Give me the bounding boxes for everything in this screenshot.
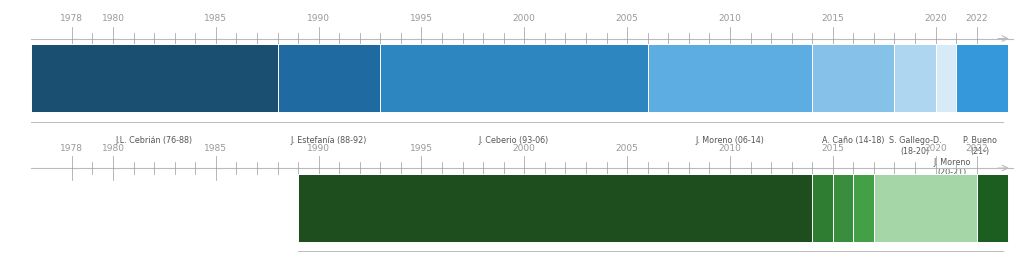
- Bar: [873, 174, 977, 242]
- Text: 2000: 2000: [513, 14, 536, 23]
- Text: J. Moreno (06-14): J. Moreno (06-14): [695, 136, 764, 145]
- Text: 1995: 1995: [410, 143, 433, 153]
- Text: 1980: 1980: [101, 143, 125, 153]
- Text: 1995: 1995: [410, 14, 433, 23]
- Text: 2005: 2005: [615, 14, 639, 23]
- Text: 1985: 1985: [205, 14, 227, 23]
- Bar: [895, 45, 936, 112]
- Bar: [298, 174, 812, 242]
- Text: 2015: 2015: [821, 14, 844, 23]
- Text: J. Moreno
(20-21): J. Moreno (20-21): [933, 158, 971, 177]
- Text: 2022: 2022: [966, 14, 988, 23]
- Bar: [833, 174, 853, 242]
- Bar: [648, 45, 812, 112]
- Text: 1978: 1978: [60, 14, 83, 23]
- Text: P. Bueno
(21-): P. Bueno (21-): [963, 136, 996, 156]
- Text: 2010: 2010: [719, 14, 741, 23]
- Text: S. Gallego-D.
(18-20): S. Gallego-D. (18-20): [889, 136, 941, 156]
- Bar: [380, 45, 648, 112]
- Text: 2000: 2000: [513, 143, 536, 153]
- Bar: [853, 174, 873, 242]
- Text: 2020: 2020: [925, 143, 947, 153]
- Text: 2015: 2015: [821, 143, 844, 153]
- Text: 1990: 1990: [307, 143, 330, 153]
- Text: J. Ceberio (93-06): J. Ceberio (93-06): [479, 136, 549, 145]
- Text: J. Estefanía (88-92): J. Estefanía (88-92): [291, 136, 368, 145]
- Bar: [956, 45, 1008, 112]
- Text: 2010: 2010: [719, 143, 741, 153]
- Text: 2005: 2005: [615, 143, 639, 153]
- Bar: [812, 45, 895, 112]
- Text: 1990: 1990: [307, 14, 330, 23]
- Text: 2022: 2022: [966, 143, 988, 153]
- Text: J.L. Cebrián (76-88): J.L. Cebrián (76-88): [116, 136, 193, 145]
- Bar: [812, 174, 833, 242]
- Text: 1980: 1980: [101, 14, 125, 23]
- Bar: [31, 45, 278, 112]
- Bar: [977, 174, 1008, 242]
- Text: 1985: 1985: [205, 143, 227, 153]
- Text: 2020: 2020: [925, 14, 947, 23]
- Bar: [278, 45, 380, 112]
- Text: A. Caño (14-18): A. Caño (14-18): [822, 136, 885, 145]
- Bar: [936, 45, 956, 112]
- Text: 1978: 1978: [60, 143, 83, 153]
